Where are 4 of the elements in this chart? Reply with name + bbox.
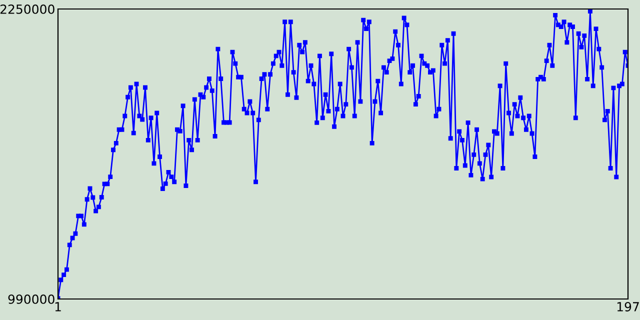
y-tick-label: 990000 [8,294,54,304]
y-tick-label: 2250000 [0,4,54,14]
x-tick-label: 197 [617,302,639,312]
x-tick-label: 1 [55,302,61,312]
